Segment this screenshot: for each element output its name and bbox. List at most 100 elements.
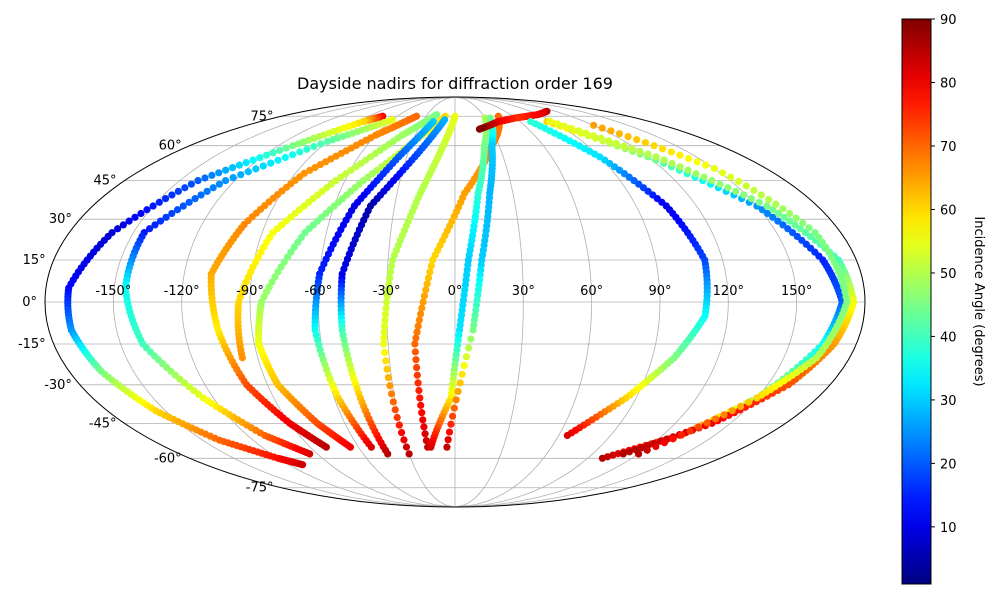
nadir-point bbox=[317, 140, 325, 148]
nadir-point bbox=[174, 187, 182, 195]
nadir-point bbox=[668, 159, 676, 168]
nadir-point bbox=[411, 348, 419, 356]
nadir-track bbox=[234, 110, 441, 362]
lon-tick-label: 60° bbox=[580, 284, 603, 299]
nadir-point bbox=[560, 122, 568, 130]
nadir-point bbox=[387, 268, 395, 276]
lat-tick-label: -45° bbox=[89, 416, 117, 431]
nadir-point bbox=[724, 184, 732, 192]
nadir-point bbox=[125, 217, 133, 225]
nadir-point bbox=[194, 177, 202, 185]
nadir-point bbox=[429, 256, 437, 264]
nadir-point bbox=[289, 142, 297, 150]
nadir-point bbox=[598, 124, 606, 132]
nadir-point bbox=[628, 145, 636, 153]
nadir-point bbox=[143, 206, 151, 214]
nadir-point bbox=[413, 371, 421, 379]
nadir-point bbox=[708, 177, 716, 185]
nadir-point bbox=[323, 137, 332, 146]
colorbar-gradient bbox=[901, 18, 932, 585]
nadir-point bbox=[288, 151, 297, 159]
nadir-point bbox=[386, 382, 394, 390]
nadir-point bbox=[419, 298, 427, 306]
nadir-point bbox=[235, 161, 243, 169]
lon-gridline bbox=[454, 96, 798, 508]
nadir-point bbox=[215, 180, 223, 188]
nadir-point bbox=[799, 219, 807, 227]
nadir-point bbox=[765, 195, 773, 204]
lon-gridline bbox=[112, 96, 456, 508]
nadir-point bbox=[660, 439, 669, 447]
nadir-point bbox=[636, 147, 644, 155]
nadir-point bbox=[620, 142, 628, 150]
nadir-point bbox=[728, 407, 736, 415]
nadir-point bbox=[624, 133, 632, 141]
nadir-point bbox=[417, 401, 425, 409]
nadir-point bbox=[633, 136, 641, 144]
nadir-point bbox=[424, 274, 433, 282]
nadir-point bbox=[422, 436, 430, 445]
nadir-point bbox=[162, 213, 170, 221]
nadir-point bbox=[598, 454, 607, 462]
nadir-track bbox=[443, 114, 497, 451]
nadir-point bbox=[763, 202, 771, 210]
nadir-point bbox=[702, 161, 710, 169]
nadir-point bbox=[716, 180, 724, 188]
nadir-track bbox=[475, 107, 551, 133]
nadir-point bbox=[678, 431, 686, 439]
nadir-point bbox=[131, 213, 139, 221]
nadir-point bbox=[764, 209, 772, 218]
nadir-point bbox=[769, 213, 777, 221]
nadir-point bbox=[469, 326, 477, 334]
nadir-point bbox=[137, 209, 145, 218]
nadir-point bbox=[347, 166, 355, 174]
colorbar-tick-label: 10 bbox=[940, 521, 957, 536]
nadir-point bbox=[792, 214, 800, 222]
nadir-point bbox=[418, 409, 426, 417]
nadir-point bbox=[306, 166, 314, 174]
nadir-point bbox=[638, 444, 646, 452]
lat-tick-label: 0° bbox=[22, 295, 37, 310]
nadir-point bbox=[574, 127, 583, 135]
lat-tick-label: 45° bbox=[94, 174, 117, 189]
nadir-point bbox=[249, 156, 257, 164]
nadir-point bbox=[383, 292, 391, 300]
tick-labels: -150° -120° -90° -60° -30° 0° 30° 60° 90° 120° 150… bbox=[18, 109, 812, 495]
nadir-point bbox=[634, 450, 643, 458]
nadir-point bbox=[641, 139, 649, 147]
lat-tick-label: -30° bbox=[44, 378, 72, 393]
nadir-point bbox=[342, 170, 350, 178]
nadir-point bbox=[456, 379, 464, 387]
nadir-point bbox=[427, 262, 435, 270]
nadir-point bbox=[740, 191, 748, 199]
nadir-point bbox=[475, 125, 484, 133]
nadir-point bbox=[612, 139, 620, 147]
nadir-point bbox=[149, 202, 157, 210]
nadir-point bbox=[736, 402, 745, 411]
nadir-point bbox=[244, 168, 252, 176]
nadir-point bbox=[405, 450, 413, 458]
nadir-point bbox=[242, 159, 250, 167]
colorbar-tick-label: 30 bbox=[940, 394, 957, 409]
nadir-point bbox=[383, 298, 391, 306]
nadir-point bbox=[281, 153, 289, 162]
nadir-point bbox=[450, 404, 458, 412]
nadir-point bbox=[238, 354, 246, 362]
nadir-point bbox=[710, 164, 718, 173]
nadir-point bbox=[643, 446, 651, 454]
nadir-track bbox=[380, 112, 459, 458]
nadir-point bbox=[720, 411, 728, 419]
nadir-point bbox=[387, 262, 396, 270]
lon-tick-label: 150° bbox=[781, 284, 812, 299]
nadir-point bbox=[382, 304, 390, 312]
nadir-point bbox=[553, 120, 561, 128]
nadir-point bbox=[667, 148, 675, 156]
nadir-point bbox=[811, 229, 819, 237]
nadir-point bbox=[380, 328, 388, 336]
nadir-point bbox=[467, 335, 475, 343]
nadir-point bbox=[179, 202, 187, 210]
nadir-point bbox=[215, 169, 223, 177]
nadir-point bbox=[727, 173, 735, 181]
chart-title: Dayside nadirs for diffraction order 169 bbox=[297, 74, 613, 93]
nadir-point bbox=[625, 448, 633, 456]
